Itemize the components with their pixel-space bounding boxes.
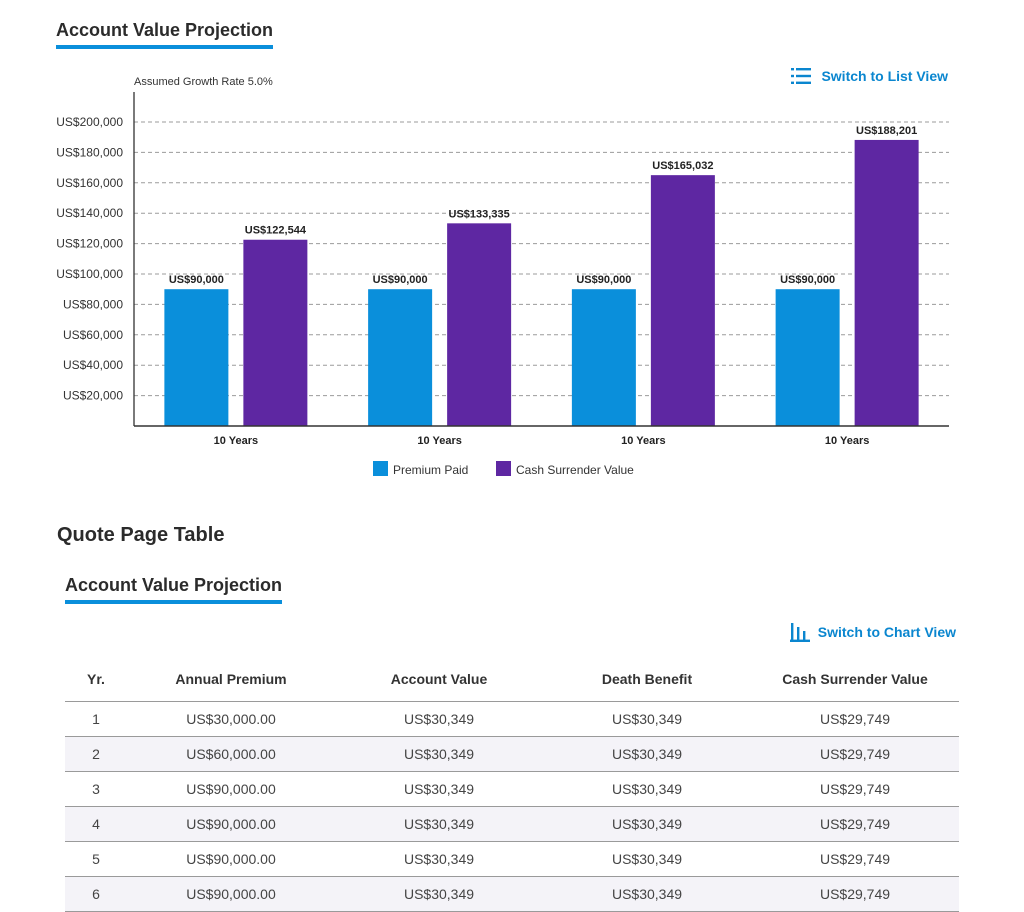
cell-death-benefit: US$30,349 xyxy=(543,841,751,877)
y-tick-label: US$180,000 xyxy=(56,145,123,159)
legend-swatch xyxy=(496,461,511,476)
cell-cash-surrender-value: US$29,749 xyxy=(751,701,959,737)
switch-to-chart-view-button[interactable]: Switch to Chart View xyxy=(789,622,956,642)
cell-cash-surrender-value: US$29,749 xyxy=(751,806,959,842)
y-tick-label: US$140,000 xyxy=(56,206,123,220)
y-tick-label: US$40,000 xyxy=(63,358,123,372)
table-row: 2 US$60,000.00 US$30,349 US$30,349 US$29… xyxy=(65,736,959,772)
switch-to-list-view-label: Switch to List View xyxy=(821,68,948,84)
projection-table: Yr. Annual Premium Account Value Death B… xyxy=(65,656,959,912)
bar-cash-surrender-value xyxy=(650,175,715,426)
cell-year: 6 xyxy=(65,876,127,912)
bar-value-label: US$133,335 xyxy=(449,208,510,220)
chart-section-title: Account Value Projection xyxy=(56,20,274,49)
y-axis-ticks: US$20,000 US$40,000 US$60,000 US$80,000 US$1… xyxy=(56,115,123,403)
cell-death-benefit: US$30,349 xyxy=(543,701,751,737)
bar-cash-surrender-value xyxy=(854,139,919,426)
cell-annual-premium: US$90,000.00 xyxy=(127,841,335,877)
cell-account-value: US$30,349 xyxy=(335,841,543,877)
x-tick-label: 10 Years xyxy=(417,435,461,447)
bar-value-label: US$90,000 xyxy=(576,274,631,286)
cell-death-benefit: US$30,349 xyxy=(543,876,751,912)
y-tick-label: US$80,000 xyxy=(63,297,123,311)
cell-annual-premium: US$90,000.00 xyxy=(127,806,335,842)
y-tick-label: US$160,000 xyxy=(56,176,123,190)
table-row: 1 US$30,000.00 US$30,349 US$30,349 US$29… xyxy=(65,701,959,737)
x-tick-label: 10 Years xyxy=(214,435,258,447)
table-row: 5 US$90,000.00 US$30,349 US$30,349 US$29… xyxy=(65,841,959,877)
cell-cash-surrender-value: US$29,749 xyxy=(751,876,959,912)
bar-value-label: US$188,201 xyxy=(856,125,917,137)
cell-year: 5 xyxy=(65,841,127,877)
bar-value-label: US$90,000 xyxy=(169,274,224,286)
cell-cash-surrender-value: US$29,749 xyxy=(751,841,959,877)
table-row: 3 US$90,000.00 US$30,349 US$30,349 US$29… xyxy=(65,771,959,807)
growth-rate-annotation: Assumed Growth Rate 5.0% xyxy=(134,76,273,88)
column-header-annual-premium: Annual Premium xyxy=(127,656,335,702)
cell-year: 3 xyxy=(65,771,127,807)
y-tick-label: US$20,000 xyxy=(63,389,123,403)
bar-premium-paid xyxy=(571,289,636,426)
cell-account-value: US$30,349 xyxy=(335,771,543,807)
chart-bars: US$90,000 US$122,544 US$90,000 US$133,335 US… xyxy=(164,125,919,426)
table-header-row: Yr. Annual Premium Account Value Death B… xyxy=(65,656,959,702)
bar-value-label: US$90,000 xyxy=(373,274,428,286)
y-tick-label: US$200,000 xyxy=(56,115,123,129)
cell-annual-premium: US$60,000.00 xyxy=(127,736,335,772)
column-header-account-value: Account Value xyxy=(335,656,543,702)
x-axis-ticks: 10 Years 10 Years 10 Years 10 Years xyxy=(214,435,870,447)
cell-account-value: US$30,349 xyxy=(335,736,543,772)
column-header-cash-surrender-value: Cash Surrender Value xyxy=(751,656,959,702)
cell-year: 4 xyxy=(65,806,127,842)
bar-value-label: US$165,032 xyxy=(652,160,713,172)
y-tick-label: US$60,000 xyxy=(63,328,123,342)
bar-premium-paid xyxy=(775,289,840,426)
account-value-chart: US$20,000 US$40,000 US$60,000 US$80,000 US$1… xyxy=(56,76,949,477)
legend-label: Premium Paid xyxy=(393,463,468,477)
bar-cash-surrender-value xyxy=(447,223,512,426)
chart-legend: Premium Paid Cash Surrender Value xyxy=(373,461,634,477)
bar-cash-surrender-value xyxy=(243,239,308,426)
cell-death-benefit: US$30,349 xyxy=(543,771,751,807)
cell-account-value: US$30,349 xyxy=(335,806,543,842)
table-row: 6 US$90,000.00 US$30,349 US$30,349 US$29… xyxy=(65,876,959,912)
y-tick-label: US$100,000 xyxy=(56,267,123,281)
column-header-death-benefit: Death Benefit xyxy=(543,656,751,702)
table-row: 4 US$90,000.00 US$30,349 US$30,349 US$29… xyxy=(65,806,959,842)
bar-premium-paid xyxy=(164,289,229,426)
cell-death-benefit: US$30,349 xyxy=(543,736,751,772)
bar-value-label: US$122,544 xyxy=(245,225,307,237)
cell-annual-premium: US$30,000.00 xyxy=(127,701,335,737)
list-icon xyxy=(791,68,813,84)
switch-to-chart-view-label: Switch to Chart View xyxy=(817,624,956,640)
cell-cash-surrender-value: US$29,749 xyxy=(751,736,959,772)
table-section-title: Account Value Projection xyxy=(65,575,283,604)
legend-swatch xyxy=(373,461,388,476)
cell-death-benefit: US$30,349 xyxy=(543,806,751,842)
cell-account-value: US$30,349 xyxy=(335,701,543,737)
legend-label: Cash Surrender Value xyxy=(516,463,634,477)
bar-chart-icon xyxy=(789,622,810,642)
switch-to-list-view-button[interactable]: Switch to List View xyxy=(791,68,948,84)
x-tick-label: 10 Years xyxy=(825,435,869,447)
x-tick-label: 10 Years xyxy=(621,435,665,447)
bar-value-label: US$90,000 xyxy=(780,274,835,286)
y-tick-label: US$120,000 xyxy=(56,237,123,251)
cell-account-value: US$30,349 xyxy=(335,876,543,912)
cell-year: 1 xyxy=(65,701,127,737)
cell-annual-premium: US$90,000.00 xyxy=(127,876,335,912)
cell-annual-premium: US$90,000.00 xyxy=(127,771,335,807)
cell-cash-surrender-value: US$29,749 xyxy=(751,771,959,807)
page-heading: Quote Page Table xyxy=(57,524,225,546)
column-header-year: Yr. xyxy=(65,656,127,702)
bar-premium-paid xyxy=(368,289,433,426)
cell-year: 2 xyxy=(65,736,127,772)
